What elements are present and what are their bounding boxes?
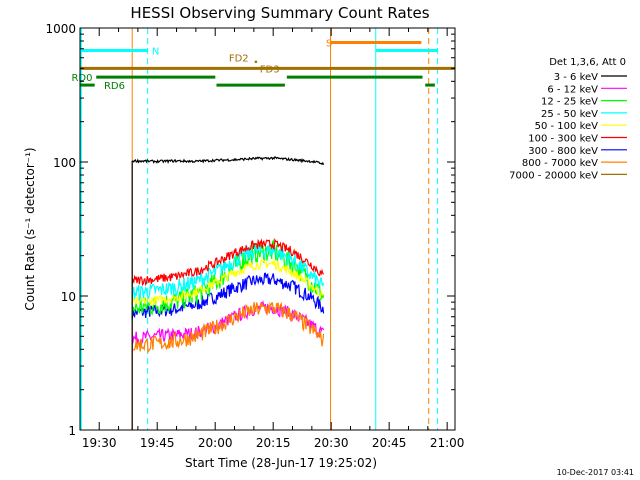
y-tick-label: 1	[68, 424, 76, 438]
series-line-3-6keV	[131, 156, 325, 166]
flag-label-FD2: FD2	[229, 54, 249, 65]
flag-label-NIGHT: N	[152, 46, 159, 57]
series-line-100-300keV	[131, 237, 325, 287]
flag-label-RD0: RD0	[71, 73, 92, 84]
legend-label: 100 - 300 keV	[528, 134, 598, 145]
series-line-25-50keV	[131, 243, 325, 303]
flag-dot-FD2	[254, 60, 258, 64]
x-axis-label: Start Time (28-Jun-17 19:25:02)	[185, 456, 377, 470]
legend-label: 300 - 800 keV	[528, 146, 598, 157]
y-tick-label: 1000	[45, 22, 76, 36]
x-tick-label: 20:00	[198, 436, 233, 450]
series-line-50-100keV	[131, 258, 325, 306]
legend-label: 800 - 7000 keV	[522, 158, 598, 169]
legend-label: 3 - 6 keV	[554, 72, 598, 83]
flag-label-FD3: FD3	[260, 65, 280, 76]
x-tick-label: 20:15	[256, 436, 291, 450]
x-tick-label: 20:45	[372, 436, 407, 450]
y-tick-label: 100	[53, 156, 76, 170]
legend-label: 7000 - 20000 keV	[509, 170, 598, 181]
chart-title: HESSI Observing Summary Count Rates	[130, 4, 429, 22]
series-line-800-7000keV	[131, 301, 325, 354]
x-tick-label: 20:30	[314, 436, 349, 450]
plot-area	[80, 28, 439, 430]
footer-stamp: 10-Dec-2017 03:41	[557, 468, 634, 477]
legend-label: 6 - 12 keV	[547, 84, 598, 95]
flag-bars: S N FD2 FD3 RD0 RD6	[71, 38, 455, 92]
plot-frame	[79, 27, 456, 431]
y-tick-label: 10	[61, 290, 76, 304]
legend-label: 25 - 50 keV	[541, 109, 598, 120]
flag-label-SAA: S	[326, 38, 332, 49]
legend-label: 12 - 25 keV	[541, 97, 598, 108]
x-tick-label: 19:30	[82, 436, 117, 450]
legend-header: Det 1,3,6, Att 0	[549, 57, 626, 68]
flag-label-RD6: RD6	[104, 81, 125, 92]
series-line-300-800keV	[131, 272, 325, 320]
legend-label: 50 - 100 keV	[535, 121, 599, 132]
axes: 1 10 100 1000 19:30 19:45 20:00 20:15 20:30 20:45…	[45, 22, 464, 450]
x-tick-label: 21:00	[430, 436, 465, 450]
y-axis-label: Count Rate (s⁻¹ detector⁻¹)	[23, 147, 37, 310]
x-tick-label: 19:45	[140, 436, 175, 450]
